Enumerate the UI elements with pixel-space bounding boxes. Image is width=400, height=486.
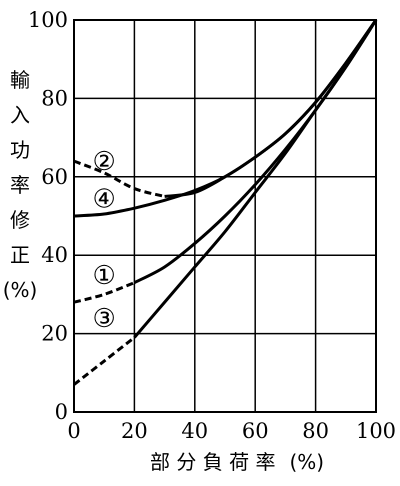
grid: [73, 19, 377, 413]
x-tick-label: 0: [67, 419, 80, 443]
x-tick-label: 80: [302, 419, 329, 443]
x-tick-label: 40: [181, 419, 208, 443]
series-line-dashed: [73, 159, 165, 198]
y-tick-label: 20: [41, 322, 68, 346]
series-labels: ① ② ③ ④: [93, 147, 116, 334]
y-tick-label: 60: [41, 165, 68, 189]
tick-labels: 0 20 40 60 80 100 0 20 40 60 80 100: [28, 8, 396, 443]
series-line: [164, 19, 378, 198]
series-label: ②: [93, 147, 116, 177]
series-line: [73, 19, 378, 218]
series-lines: [73, 19, 378, 386]
series-line: [133, 19, 378, 339]
y-tick-label: 0: [55, 400, 68, 424]
x-title-char: 率: [255, 450, 276, 474]
y-tick-label: 40: [41, 243, 68, 267]
series-label: ④: [93, 184, 116, 214]
x-title-char: 部: [150, 450, 170, 474]
y-title-char: 輸: [10, 68, 30, 92]
y-tick-label: 100: [28, 8, 68, 32]
series-label: ③: [93, 304, 116, 334]
series-line-dashed: [73, 336, 136, 386]
x-title-char: 分: [176, 450, 197, 474]
y-title-char: 功: [10, 138, 30, 162]
y-title-char: 入: [10, 103, 30, 127]
x-title-char: 負: [202, 450, 223, 474]
y-title-unit: (%): [2, 278, 38, 302]
series-label: ①: [93, 261, 116, 291]
y-title-char: 修: [10, 208, 30, 232]
y-tick-label: 80: [41, 86, 68, 110]
x-axis-title: 部 分 負 荷 率 (%): [150, 446, 400, 475]
x-tick-label: 20: [121, 419, 148, 443]
y-title-char: 正: [10, 243, 30, 267]
x-tick-label: 60: [242, 419, 269, 443]
series-line-dashed: [73, 281, 135, 304]
x-tick-label: 100: [356, 419, 396, 443]
y-title-char: 率: [10, 173, 30, 197]
x-title-unit: (%): [289, 450, 325, 474]
x-title-char: 荷: [229, 450, 250, 474]
